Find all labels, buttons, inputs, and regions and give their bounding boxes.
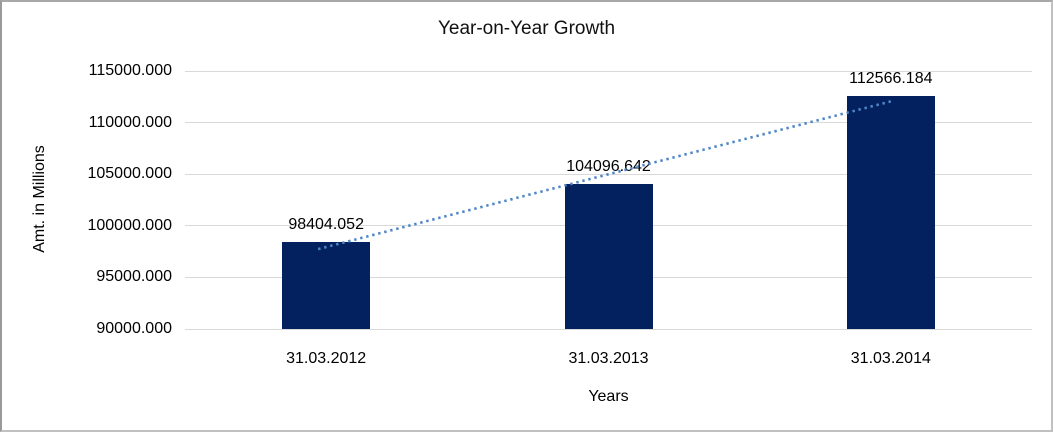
bar-value-label: 112566.184 xyxy=(849,70,933,88)
x-axis-tick-labels: 31.03.2012 31.03.2013 31.03.2014 xyxy=(185,349,1032,369)
chart-title: Year-on-Year Growth xyxy=(437,18,616,39)
trendline xyxy=(317,99,894,251)
y-tick-label: 90000.000 xyxy=(96,320,172,337)
y-tick-label: 100000.000 xyxy=(87,216,172,234)
bar xyxy=(846,96,935,329)
x-tick-label: 31.03.2013 xyxy=(568,350,649,367)
y-axis-tick-labels: 90000.000 95000.000 100000.000 105000.000 11… xyxy=(2,62,172,337)
y-tick-label: 115000.000 xyxy=(88,62,172,79)
plot-area: 98404.052 104096.642 112566.184 xyxy=(185,70,1032,330)
gridline xyxy=(185,328,1032,330)
gridline xyxy=(185,122,1032,124)
y-tick-label: 105000.000 xyxy=(87,165,172,183)
bar xyxy=(564,183,653,329)
bar-value-label: 98404.052 xyxy=(288,216,364,234)
x-tick-label: 31.03.2014 xyxy=(850,350,931,367)
gridline xyxy=(185,70,1032,72)
x-tick-label: 31.03.2012 xyxy=(286,350,367,367)
bar-value-label: 104096.642 xyxy=(566,157,651,175)
bar xyxy=(282,242,371,329)
x-axis-title: Years xyxy=(588,388,629,405)
y-tick-label: 95000.000 xyxy=(96,268,172,286)
y-tick-label: 110000.000 xyxy=(88,113,172,131)
